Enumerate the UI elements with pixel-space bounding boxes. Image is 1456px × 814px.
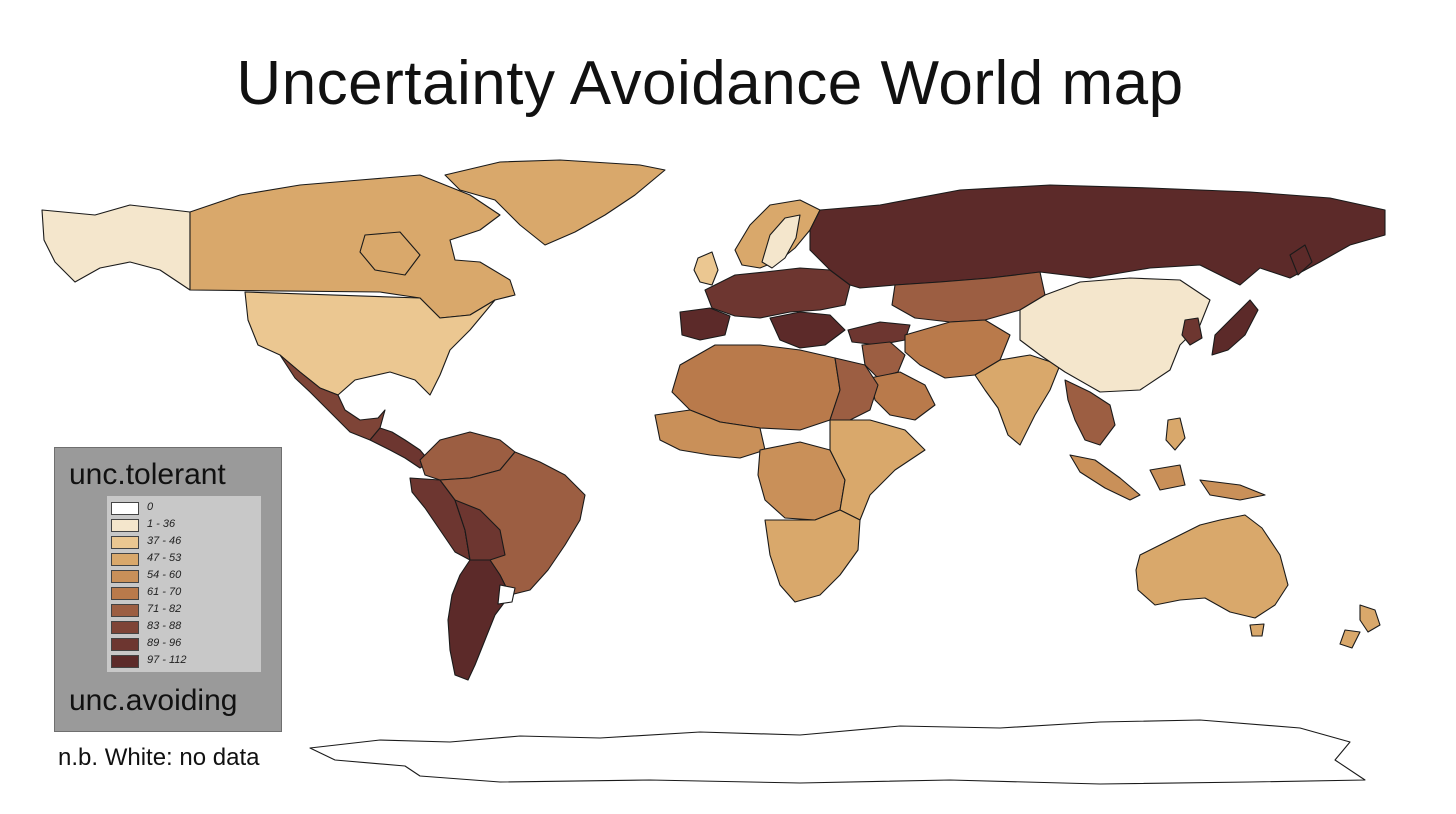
region-iberia <box>679 307 731 341</box>
legend-swatch <box>111 638 139 651</box>
legend-class-label: 54 - 60 <box>147 569 182 581</box>
legend-class-label: 71 - 82 <box>147 603 182 615</box>
legend-class-label: 1 - 36 <box>147 518 176 530</box>
legend-swatch <box>111 502 139 515</box>
region-indonesia <box>1069 454 1266 501</box>
region-china <box>1019 277 1211 393</box>
region-balkans <box>769 311 846 349</box>
legend-class-label: 61 - 70 <box>147 586 182 598</box>
legend-class-label: 37 - 46 <box>147 535 182 547</box>
legend-row: 0 <box>111 500 257 517</box>
legend-class-label: 89 - 96 <box>147 637 182 649</box>
legend-class-label: 47 - 53 <box>147 552 182 564</box>
region-alaska <box>41 204 191 291</box>
legend-row: 97 - 112 <box>111 653 257 670</box>
region-united-kingdom <box>693 251 719 286</box>
legend-swatch <box>111 519 139 532</box>
legend-class-label: 97 - 112 <box>147 654 187 666</box>
legend-row: 61 - 70 <box>111 585 257 602</box>
region-japan <box>1211 244 1313 356</box>
region-argentina-chile <box>447 559 511 681</box>
region-uruguay <box>497 584 516 605</box>
legend-row: 71 - 82 <box>111 602 257 619</box>
legend-class-label: 0 <box>147 501 154 513</box>
legend-top-label: unc.tolerant <box>69 458 226 491</box>
legend-swatch <box>111 621 139 634</box>
legend-bottom-label: unc.avoiding <box>69 684 238 717</box>
region-new-zealand <box>1339 604 1381 649</box>
map-legend: unc.tolerant 0 1 - 36 37 - 46 47 - 53 54 - 6… <box>54 447 282 732</box>
legend-swatch <box>111 553 139 566</box>
region-russia <box>809 184 1386 289</box>
region-arabia <box>869 371 936 421</box>
region-southeast-asia <box>1064 379 1116 446</box>
legend-class-label: 83 - 88 <box>147 620 182 632</box>
region-west-africa <box>654 409 766 459</box>
region-bolivia-paraguay <box>454 499 506 561</box>
region-greenland <box>444 159 666 246</box>
region-antarctica <box>309 719 1366 785</box>
footnote: n.b. White: no data <box>58 744 260 771</box>
region-turkey <box>847 321 911 346</box>
region-east-africa <box>829 419 926 521</box>
region-central-europe <box>704 267 851 319</box>
legend-row: 47 - 53 <box>111 551 257 568</box>
legend-swatch-panel: 0 1 - 36 37 - 46 47 - 53 54 - 60 61 - 70 71 - … <box>107 496 261 672</box>
region-egypt <box>829 357 879 421</box>
region-korea <box>1181 317 1203 346</box>
legend-row: 1 - 36 <box>111 517 257 534</box>
region-mexico <box>279 354 386 441</box>
region-philippines <box>1165 417 1186 451</box>
legend-row: 83 - 88 <box>111 619 257 636</box>
legend-row: 54 - 60 <box>111 568 257 585</box>
legend-swatch <box>111 536 139 549</box>
legend-row: 37 - 46 <box>111 534 257 551</box>
region-india <box>974 354 1061 446</box>
region-southern-africa <box>764 509 861 603</box>
region-sweden <box>761 214 801 269</box>
legend-swatch <box>111 587 139 600</box>
region-australia <box>1135 514 1289 637</box>
map-title: Uncertainty Avoidance World map <box>236 49 1184 118</box>
legend-swatch <box>111 570 139 583</box>
legend-row: 89 - 96 <box>111 636 257 653</box>
legend-swatch <box>111 604 139 617</box>
legend-swatch <box>111 655 139 668</box>
